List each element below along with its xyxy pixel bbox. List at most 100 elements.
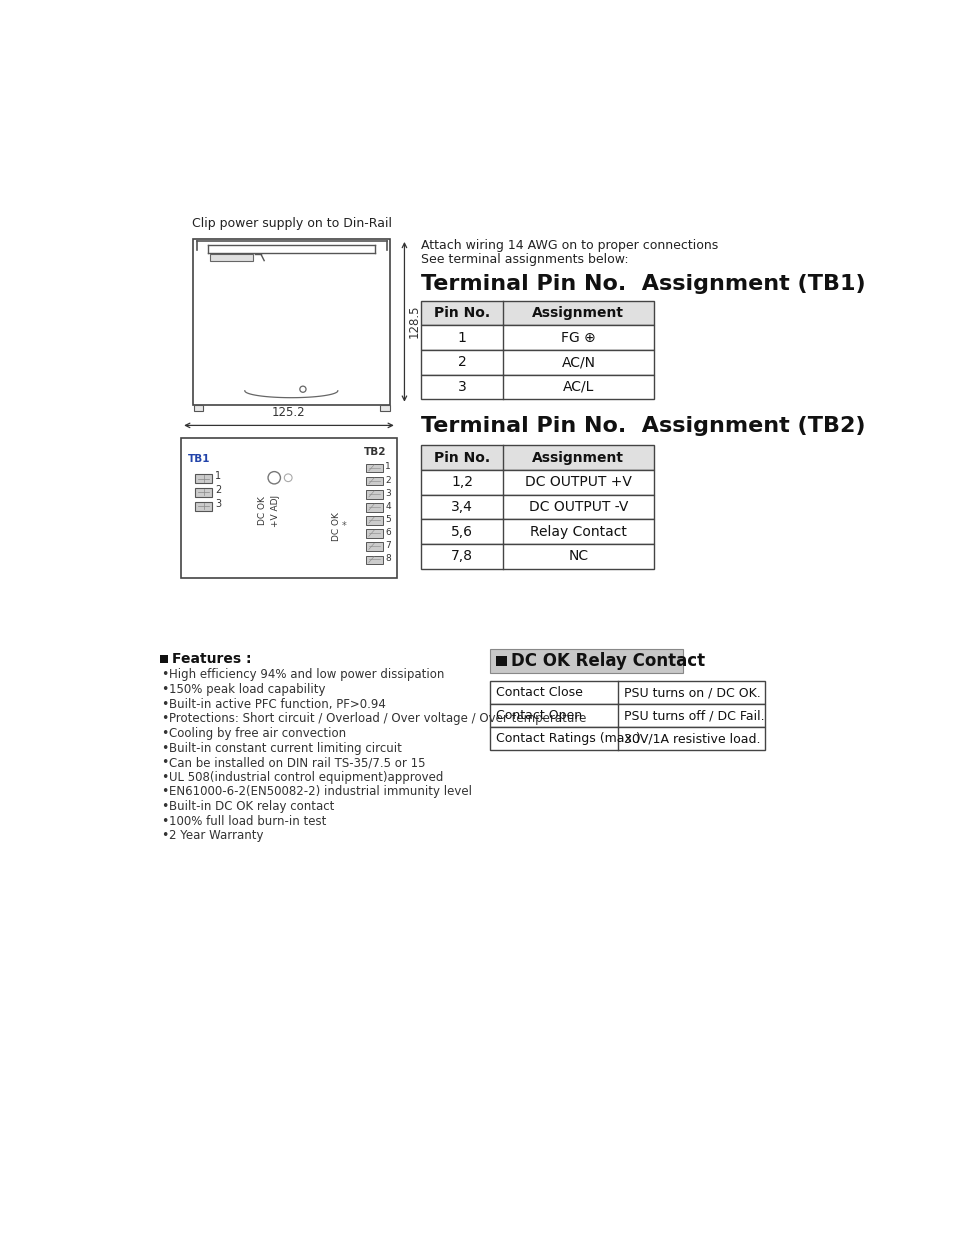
Text: DC OK: DC OK [332,511,340,541]
Bar [365,503,382,511]
Bar [210,254,253,262]
Text: +V ADJ: +V ADJ [271,495,280,527]
Text: 3,4: 3,4 [451,500,473,514]
Bar [181,437,396,578]
Text: 4: 4 [385,501,391,511]
Text: •: • [161,668,169,682]
Text: 125.2: 125.2 [272,406,306,419]
Text: Cooling by free air convection: Cooling by free air convection [169,727,346,740]
Text: Assignment: Assignment [532,306,624,320]
Text: Terminal Pin No.  Assignment (TB1): Terminal Pin No. Assignment (TB1) [421,274,865,294]
Text: Pin No.: Pin No. [434,451,490,464]
Text: •: • [161,830,169,842]
Text: Protections: Short circuit / Overload / Over voltage / Over temperature: Protections: Short circuit / Overload / … [169,713,585,725]
Text: 30V/1A resistive load.: 30V/1A resistive load. [623,732,760,745]
Bar [193,240,390,405]
Text: NC: NC [568,550,588,563]
Text: Terminal Pin No.  Assignment (TB2): Terminal Pin No. Assignment (TB2) [421,416,865,436]
Bar [421,543,654,568]
Text: •: • [161,698,169,710]
Text: DC OK: DC OK [258,496,267,525]
Text: FG ⊕: FG ⊕ [560,331,596,345]
Bar [159,655,168,663]
Text: Attach wiring 14 AWG on to proper connections: Attach wiring 14 AWG on to proper connec… [421,240,718,252]
Text: DC OUTPUT -V: DC OUTPUT -V [528,500,627,514]
Text: 1: 1 [457,331,466,345]
Text: TB2: TB2 [364,447,386,457]
Text: Clip power supply on to Din-Rail: Clip power supply on to Din-Rail [192,217,392,230]
Text: High efficiency 94% and low power dissipation: High efficiency 94% and low power dissip… [169,668,444,682]
Bar [421,325,654,350]
Text: 6: 6 [385,527,391,537]
Text: See terminal assignments below:: See terminal assignments below: [421,253,628,266]
Bar [421,374,654,399]
Text: Built-in constant current limiting circuit: Built-in constant current limiting circu… [169,741,401,755]
Text: *: * [341,521,346,531]
Text: 128.5: 128.5 [407,305,420,338]
Text: Pin No.: Pin No. [434,306,490,320]
Text: 2: 2 [457,356,466,369]
Bar [496,656,506,667]
Text: 3: 3 [457,380,466,394]
Text: DC OK Relay Contact: DC OK Relay Contact [511,652,705,671]
Text: 150% peak load capability: 150% peak load capability [169,683,325,697]
Text: •: • [161,683,169,697]
Text: •: • [161,713,169,725]
Bar [421,446,654,471]
Bar [195,474,212,483]
Text: EN61000-6-2(EN50082-2) industrial immunity level: EN61000-6-2(EN50082-2) industrial immuni… [169,785,472,798]
Text: Assignment: Assignment [532,451,624,464]
Bar [380,405,390,411]
Bar [421,350,654,374]
Text: Can be installed on DIN rail TS-35/7.5 or 15: Can be installed on DIN rail TS-35/7.5 o… [169,756,425,769]
Text: DC OUTPUT +V: DC OUTPUT +V [524,475,631,489]
Bar [193,405,203,411]
Bar [489,727,764,751]
Text: Built-in active PFC function, PF>0.94: Built-in active PFC function, PF>0.94 [169,698,385,710]
Text: 5,6: 5,6 [451,525,473,538]
Bar [489,680,764,704]
Text: 3: 3 [385,489,391,498]
Text: UL 508(industrial control equipment)approved: UL 508(industrial control equipment)appr… [169,771,443,784]
Bar [365,516,382,525]
Bar [365,464,382,472]
Text: 7: 7 [385,541,391,550]
Bar [489,648,682,673]
Text: 8: 8 [385,555,391,563]
Text: TB1: TB1 [187,454,210,464]
Bar [421,300,654,325]
Text: 2: 2 [215,485,221,495]
Bar [365,490,382,499]
Text: 2: 2 [385,475,391,484]
Bar [195,488,212,496]
Bar [365,477,382,485]
Text: PSU turns on / DC OK.: PSU turns on / DC OK. [623,687,760,699]
Text: PSU turns off / DC Fail.: PSU turns off / DC Fail. [623,709,763,722]
Text: 7,8: 7,8 [451,550,473,563]
Text: •: • [161,727,169,740]
Text: 1: 1 [385,462,391,472]
Bar [489,704,764,727]
Text: 100% full load burn-in test: 100% full load burn-in test [169,815,326,827]
Text: Features :: Features : [172,652,252,666]
Bar [365,542,382,551]
Text: 2 Year Warranty: 2 Year Warranty [169,830,263,842]
Bar [365,556,382,564]
Text: •: • [161,800,169,813]
Text: Contact Close: Contact Close [496,687,582,699]
Text: •: • [161,785,169,798]
Text: 1,2: 1,2 [451,475,473,489]
Text: 1: 1 [215,472,221,482]
Text: •: • [161,815,169,827]
Text: AC/N: AC/N [561,356,595,369]
Text: •: • [161,756,169,769]
Bar [195,501,212,511]
Text: Relay Contact: Relay Contact [530,525,626,538]
Text: 5: 5 [385,515,391,524]
Bar [421,471,654,495]
Bar [421,520,654,543]
Bar [365,530,382,537]
Text: •: • [161,771,169,784]
Text: Built-in DC OK relay contact: Built-in DC OK relay contact [169,800,334,813]
Text: Contact Open: Contact Open [496,709,581,722]
